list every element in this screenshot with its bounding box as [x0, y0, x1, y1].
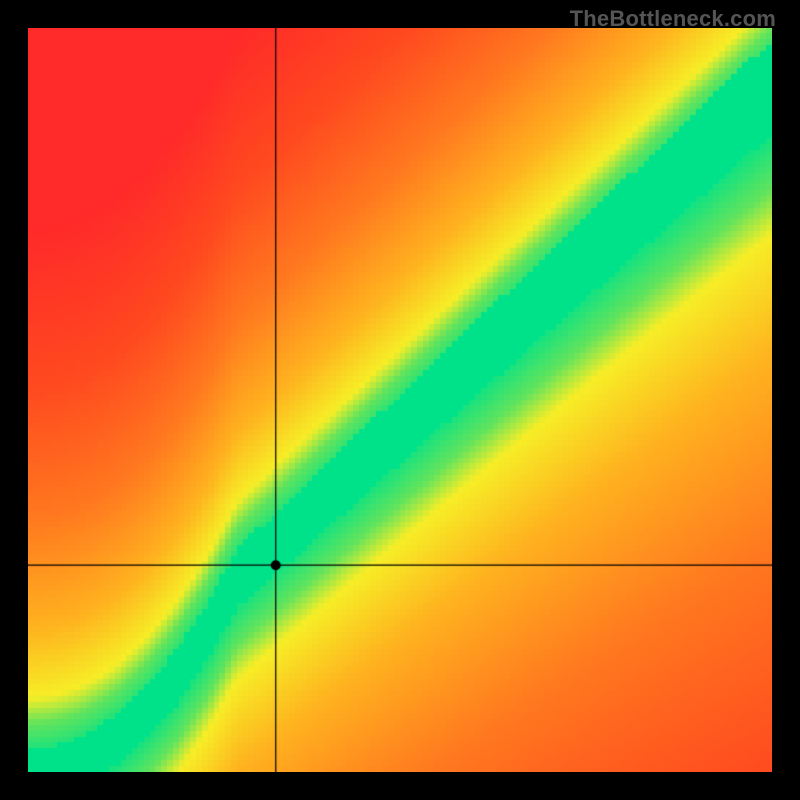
- watermark-label: TheBottleneck.com: [570, 6, 776, 32]
- bottleneck-heatmap: [28, 28, 772, 772]
